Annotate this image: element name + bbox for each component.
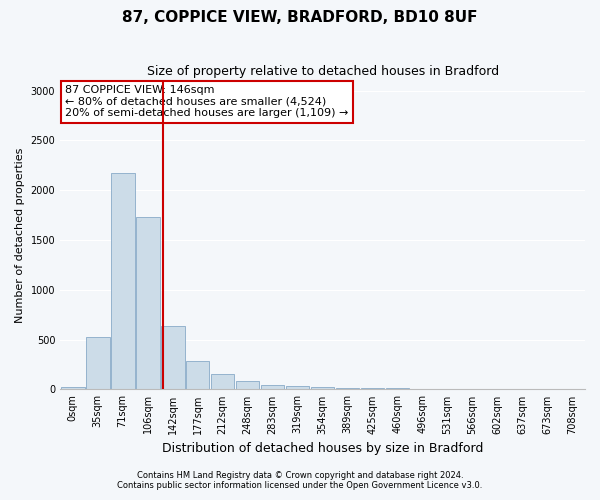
Text: Contains HM Land Registry data © Crown copyright and database right 2024.
Contai: Contains HM Land Registry data © Crown c…: [118, 470, 482, 490]
Bar: [61, 387, 85, 390]
Bar: [211, 374, 235, 390]
Bar: [161, 326, 185, 390]
Bar: [336, 388, 359, 390]
Bar: [111, 172, 134, 390]
Bar: [186, 361, 209, 390]
Bar: [86, 337, 110, 390]
X-axis label: Distribution of detached houses by size in Bradford: Distribution of detached houses by size …: [162, 442, 483, 455]
Y-axis label: Number of detached properties: Number of detached properties: [15, 148, 25, 322]
Bar: [286, 386, 310, 390]
Bar: [386, 388, 409, 390]
Bar: [361, 388, 385, 390]
Bar: [136, 217, 160, 390]
Bar: [311, 388, 334, 390]
Text: 87 COPPICE VIEW: 146sqm
← 80% of detached houses are smaller (4,524)
20% of semi: 87 COPPICE VIEW: 146sqm ← 80% of detache…: [65, 85, 349, 118]
Title: Size of property relative to detached houses in Bradford: Size of property relative to detached ho…: [146, 65, 499, 78]
Bar: [236, 382, 259, 390]
Text: 87, COPPICE VIEW, BRADFORD, BD10 8UF: 87, COPPICE VIEW, BRADFORD, BD10 8UF: [122, 10, 478, 25]
Bar: [261, 385, 284, 390]
